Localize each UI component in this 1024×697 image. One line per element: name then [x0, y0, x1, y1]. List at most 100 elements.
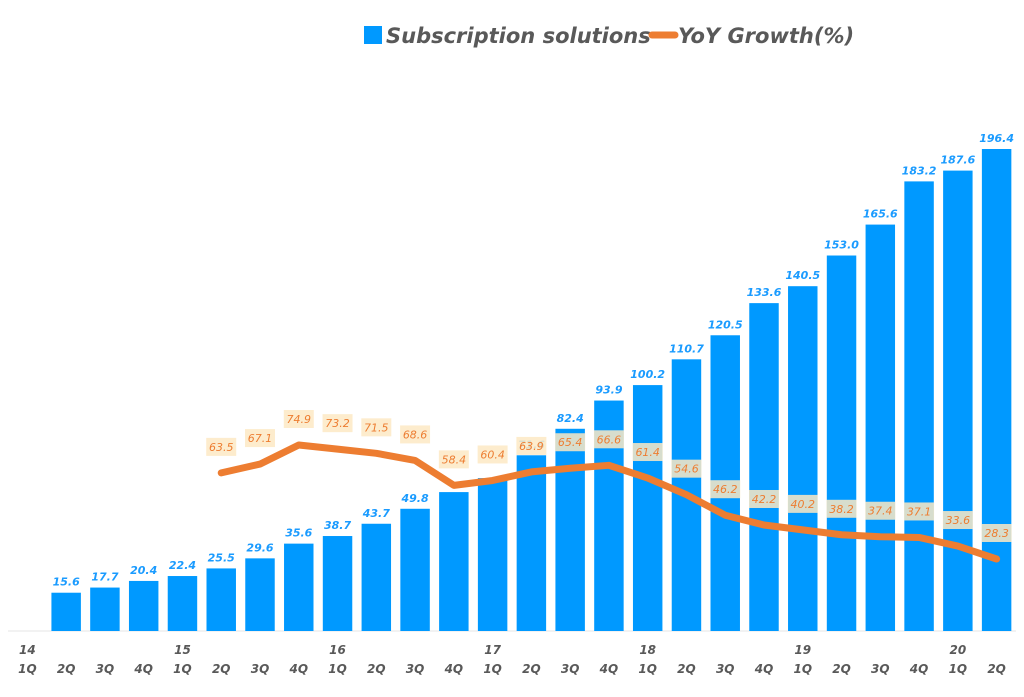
bar-data-label: 29.6 [246, 541, 273, 554]
x-tick-year: 17 [484, 643, 501, 657]
bar-data-label: 196.4 [979, 132, 1014, 145]
x-tick-labels: 14 1Q 2Q 3Q 4Q 15 1Q 2Q 3Q 4Q 16 1Q 2Q 3Q 4Q 17 1Q 2Q 3Q 4Q… [18, 643, 1006, 676]
x-tick-quarter: 3Q [871, 662, 890, 676]
bar-data-label: 20.4 [130, 564, 157, 577]
line-data-label-bg [477, 445, 508, 464]
x-tick-quarter: 2Q [212, 662, 231, 676]
bar-data-label: 82.4 [557, 412, 584, 425]
x-tick-quarter: 3Q [561, 662, 580, 676]
bar-data-label: 38.7 [324, 519, 351, 532]
legend-label-bar: Subscription solutions [386, 24, 651, 48]
x-tick-year: 14 [19, 643, 36, 657]
line-data-label-bg [283, 410, 314, 428]
x-tick-year: 15 [174, 643, 191, 657]
line-data-label-bg [400, 425, 431, 444]
line-data-label-bg [516, 436, 547, 455]
legend: Subscription solutions YoY Growth(%) [364, 24, 854, 48]
bar [943, 170, 973, 631]
line-data-label: 60.4 [480, 448, 505, 461]
line-data-label: 63.9 [519, 440, 544, 453]
x-tick-quarter: 2Q [522, 662, 541, 676]
x-tick-quarter: 1Q [328, 662, 347, 676]
x-tick-quarter: 1Q [638, 662, 657, 676]
line-data-label-bg [749, 489, 779, 508]
line-data-label: 54.6 [674, 463, 699, 476]
line-data-label: 68.6 [403, 428, 428, 441]
line-data-label: 33.6 [946, 514, 971, 527]
bar [904, 181, 934, 631]
x-tick-quarter: 4Q [599, 662, 619, 676]
line-data-label: 40.2 [791, 498, 816, 511]
bar-data-label: 49.8 [401, 492, 429, 505]
line-data-label: 42.2 [752, 493, 777, 506]
line-data-label: 73.2 [325, 417, 350, 430]
bar [245, 558, 275, 631]
bar-data-label: 100.2 [630, 368, 665, 381]
line-data-label: 28.3 [984, 527, 1009, 540]
x-tick-quarter: 1Q [18, 662, 37, 676]
bar [322, 536, 353, 631]
line-data-label-bg [245, 429, 275, 448]
line-data-label: 46.2 [713, 483, 738, 496]
x-tick-quarter: 4Q [909, 662, 929, 676]
line-data-label-bg [904, 502, 935, 521]
line-labels: 63.5 67.1 74.9 73.2 71.5 68.6 58.4 60.4 63.9 65.4… [206, 410, 1012, 542]
line-data-label-bg [361, 418, 392, 437]
x-tick-quarter: 3Q [251, 662, 270, 676]
bar-data-label: 120.5 [708, 318, 743, 331]
x-tick-quarter: 1Q [949, 662, 968, 676]
x-tick-quarter: 2Q [832, 662, 851, 676]
x-tick-quarter: 3Q [716, 662, 735, 676]
x-tick-year: 18 [639, 643, 656, 657]
legend-swatch-bar [364, 26, 382, 44]
bar-data-label: 25.5 [208, 551, 235, 564]
line-data-label: 61.4 [635, 446, 660, 459]
x-tick-quarter: 4Q [288, 662, 308, 676]
line-data-label-bg [826, 499, 857, 518]
line-data-label: 63.5 [209, 441, 234, 454]
line-data-label-bg [593, 430, 624, 449]
legend-label-line: YoY Growth(%) [678, 24, 854, 48]
growth-line [217, 441, 1001, 563]
bar-data-label: 153.0 [824, 239, 859, 252]
bar-data-label: 43.7 [362, 507, 390, 520]
bar [128, 580, 159, 631]
line-data-label: 67.1 [248, 432, 273, 445]
line-data-label: 74.9 [287, 413, 312, 426]
bar-data-label: 110.7 [669, 342, 704, 355]
bar-data-label: 183.2 [902, 164, 937, 177]
bar [284, 543, 314, 631]
line-data-label-bg [865, 501, 896, 520]
line-data-label-bg [206, 437, 237, 456]
bar [516, 455, 547, 631]
line-data-label-bg [555, 433, 586, 452]
x-tick-quarter: 2Q [677, 662, 696, 676]
line-series [217, 441, 1001, 563]
line-data-label-bg [322, 414, 353, 433]
x-tick-year: 16 [329, 643, 346, 657]
x-tick-quarter: 4Q [133, 662, 153, 676]
line-data-label: 37.4 [868, 505, 893, 518]
x-tick-quarter: 3Q [96, 662, 115, 676]
bar [439, 492, 469, 631]
x-tick-quarter: 3Q [406, 662, 425, 676]
bar [167, 576, 198, 631]
line-data-label: 71.5 [364, 421, 389, 434]
bars [51, 149, 1012, 631]
line-data-label-bg [942, 511, 973, 530]
line-data-label: 38.2 [829, 503, 854, 516]
bar-data-label: 133.6 [747, 286, 782, 299]
line-data-label-bg [981, 524, 1012, 542]
bar-data-label: 17.7 [91, 571, 118, 584]
x-tick-quarter: 2Q [987, 662, 1006, 676]
line-data-label: 58.4 [442, 453, 467, 466]
line-data-label: 66.6 [597, 433, 622, 446]
bar [206, 568, 236, 631]
bar [865, 224, 896, 631]
x-tick-quarter: 2Q [367, 662, 386, 676]
bar [788, 286, 818, 631]
bar [477, 478, 508, 631]
x-tick-year: 19 [794, 643, 811, 657]
bar [749, 303, 779, 631]
